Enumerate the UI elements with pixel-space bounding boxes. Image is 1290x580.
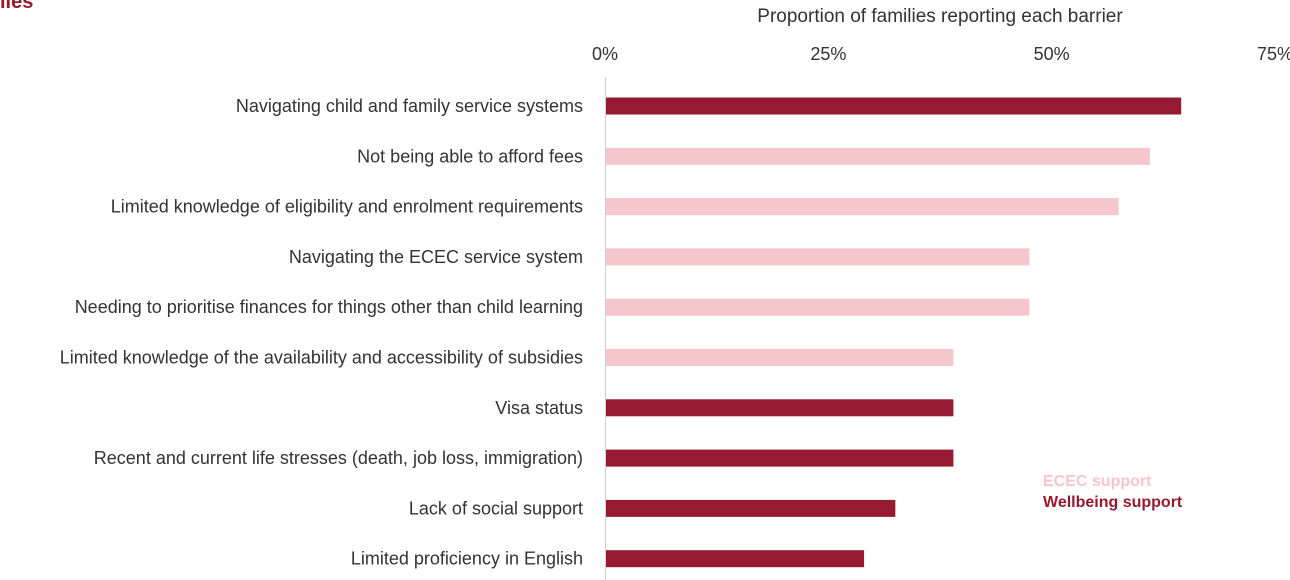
category-label: Limited knowledge of the availability an… <box>60 348 583 368</box>
category-label: Navigating child and family service syst… <box>236 96 583 116</box>
bar <box>606 198 1119 216</box>
x-tick-label: 0% <box>592 44 618 64</box>
bar <box>606 248 1030 266</box>
bar <box>606 499 896 517</box>
bar <box>606 550 865 568</box>
x-tick-label: 75% <box>1257 44 1290 64</box>
category-label: Navigating the ECEC service system <box>289 247 583 267</box>
category-label: Visa status <box>495 398 583 418</box>
category-label: Limited proficiency in English <box>351 549 583 569</box>
category-label: Not being able to afford fees <box>357 146 583 166</box>
chart-title-fragment: lies <box>0 0 34 13</box>
category-label: Limited knowledge of eligibility and enr… <box>111 197 583 217</box>
bar <box>606 449 954 467</box>
bar <box>606 298 1030 316</box>
x-tick-label: 25% <box>810 44 846 64</box>
category-label: Needing to prioritise finances for thing… <box>75 297 583 317</box>
legend-entry-wellbeing: Wellbeing support <box>1043 494 1183 511</box>
bar <box>606 399 954 417</box>
bar <box>606 147 1150 165</box>
x-axis-title: Proportion of families reporting each ba… <box>757 6 1123 27</box>
legend: ECEC support Wellbeing support <box>1043 471 1182 513</box>
bar <box>606 349 954 366</box>
bar <box>606 97 1182 115</box>
category-label: Recent and current life stresses (death,… <box>94 448 583 468</box>
category-label: Lack of social support <box>409 498 583 518</box>
legend-entry-ecec: ECEC support <box>1043 473 1152 490</box>
x-tick-label: 50% <box>1034 44 1070 64</box>
